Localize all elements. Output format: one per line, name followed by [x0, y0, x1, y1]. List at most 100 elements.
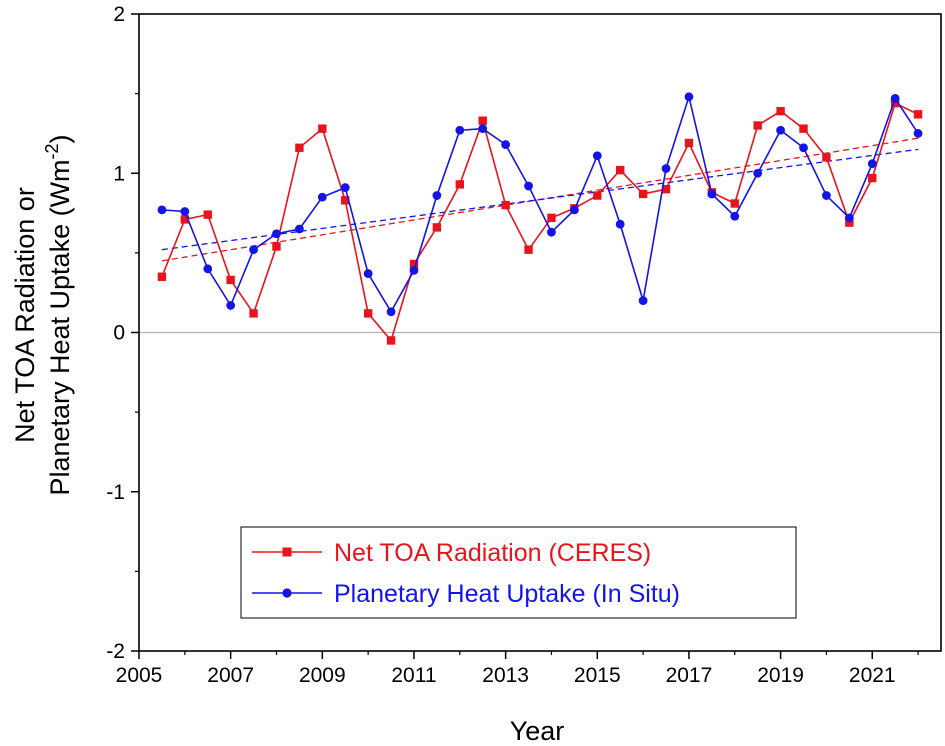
data-point-1-11: [409, 265, 419, 275]
data-point-0-12: [432, 223, 442, 232]
data-point-1-1: [180, 207, 190, 216]
data-point-0-10: [386, 336, 396, 345]
x-tick-label-1: 2007: [207, 664, 254, 687]
x-tick-label-4: 2013: [482, 664, 529, 687]
data-point-0-7: [318, 124, 327, 133]
y-tick-label-2: 0: [113, 322, 125, 345]
data-point-0-26: [753, 121, 762, 130]
data-point-1-29: [822, 191, 831, 200]
x-tick-label-8: 2021: [849, 664, 896, 687]
y-axis-title-superscript: -2: [42, 143, 62, 159]
data-point-1-4: [249, 245, 258, 255]
data-point-1-30: [844, 213, 854, 223]
data-point-0-16: [524, 245, 533, 254]
legend-box: [240, 526, 797, 619]
data-point-1-26: [753, 168, 763, 178]
data-point-1-8: [340, 183, 350, 192]
data-point-0-5: [272, 242, 281, 251]
data-point-0-20: [616, 165, 625, 175]
x-tick-label-7: 2019: [757, 664, 804, 687]
data-point-1-16: [524, 181, 533, 191]
x-tick-label-6: 2017: [666, 664, 713, 687]
data-point-1-22: [661, 164, 671, 173]
data-point-0-4: [249, 309, 258, 318]
data-point-0-32: [890, 98, 900, 108]
legend-marker-in-situ: [282, 588, 292, 598]
data-point-0-3: [226, 275, 235, 285]
data-point-0-30: [845, 218, 854, 227]
data-point-1-18: [569, 205, 579, 215]
data-point-1-6: [295, 224, 304, 234]
y-tick-label-4: 2: [113, 3, 125, 26]
data-point-0-22: [661, 184, 671, 194]
data-point-1-25: [730, 211, 740, 221]
data-point-0-11: [409, 259, 419, 269]
data-point-0-1: [180, 215, 190, 224]
data-point-0-14: [478, 116, 487, 125]
data-point-0-21: [638, 189, 648, 199]
data-point-1-33: [913, 129, 923, 138]
legend-label-ceres: Net TOA Radiation (CERES): [334, 539, 651, 567]
y-axis-title-close-paren: ): [45, 134, 75, 143]
legend: Net TOA Radiation (CERES) Planetary Heat…: [240, 526, 797, 619]
y-axis-title-line2: Planetary Heat Uptake (Wm-2): [42, 134, 75, 495]
data-point-0-17: [547, 213, 556, 223]
data-point-1-13: [455, 125, 465, 135]
data-point-1-23: [684, 92, 694, 102]
data-point-1-5: [272, 229, 281, 239]
y-axis-ticks: -2 -1 0 1 2: [106, 3, 139, 663]
series-line-1: [161, 93, 919, 314]
data-point-1-10: [386, 307, 396, 317]
y-tick-label-0: -2: [106, 640, 125, 663]
x-axis-ticks: 2005 2007 2009 2011 2013 2015 2017 2019 2021: [116, 651, 919, 687]
x-axis-title: Year: [510, 716, 565, 746]
data-point-1-14: [478, 124, 488, 134]
data-point-1-9: [363, 269, 373, 278]
legend-label-in-situ: Planetary Heat Uptake (In Situ): [334, 580, 680, 608]
data-point-1-15: [501, 140, 511, 149]
y-axis-title: Net TOA Radiation or Planetary Heat Upta…: [10, 134, 75, 495]
data-point-0-6: [295, 143, 304, 152]
y-tick-label-3: 1: [113, 162, 125, 185]
data-point-0-15: [501, 200, 510, 210]
data-point-0-29: [822, 153, 831, 162]
y-axis-title-line1: Net TOA Radiation or: [10, 187, 40, 443]
series-line-0: [161, 102, 919, 343]
data-point-1-3: [226, 301, 236, 310]
data-point-0-13: [455, 180, 464, 189]
data-point-1-2: [203, 264, 213, 274]
x-tick-label-2: 2009: [299, 664, 346, 687]
data-point-0-31: [868, 173, 877, 183]
trend-line-1: [161, 148, 919, 251]
y-axis-title-line2-main: Planetary Heat Uptake (Wm: [45, 159, 75, 495]
legend-item-in-situ: Planetary Heat Uptake (In Situ): [252, 580, 680, 608]
x-tick-label-0: 2005: [116, 664, 163, 687]
data-point-1-20: [615, 219, 625, 229]
data-point-1-24: [707, 189, 717, 199]
legend-item-ceres: Net TOA Radiation (CERES): [252, 539, 651, 567]
x-tick-label-3: 2011: [391, 664, 436, 687]
data-point-0-0: [157, 272, 167, 281]
data-point-1-17: [547, 227, 556, 237]
data-point-0-33: [913, 110, 923, 119]
data-point-1-0: [157, 205, 167, 215]
data-point-0-28: [799, 124, 808, 133]
data-point-0-19: [593, 191, 602, 200]
data-point-1-21: [638, 296, 648, 306]
data-point-1-19: [592, 151, 602, 161]
data-point-0-2: [203, 210, 212, 219]
data-point-0-27: [776, 106, 785, 116]
data-point-1-31: [867, 159, 877, 169]
y-tick-label-1: -1: [106, 481, 125, 504]
data-point-1-12: [432, 191, 442, 200]
data-point-1-27: [776, 125, 785, 135]
x-tick-label-5: 2015: [574, 664, 621, 687]
data-point-1-32: [890, 94, 900, 103]
data-point-1-28: [799, 143, 808, 153]
data-point-0-8: [341, 196, 350, 205]
data-point-0-9: [363, 309, 373, 318]
data-point-0-25: [730, 199, 739, 208]
legend-marker-ceres: [282, 547, 292, 557]
data-point-1-7: [317, 192, 327, 202]
